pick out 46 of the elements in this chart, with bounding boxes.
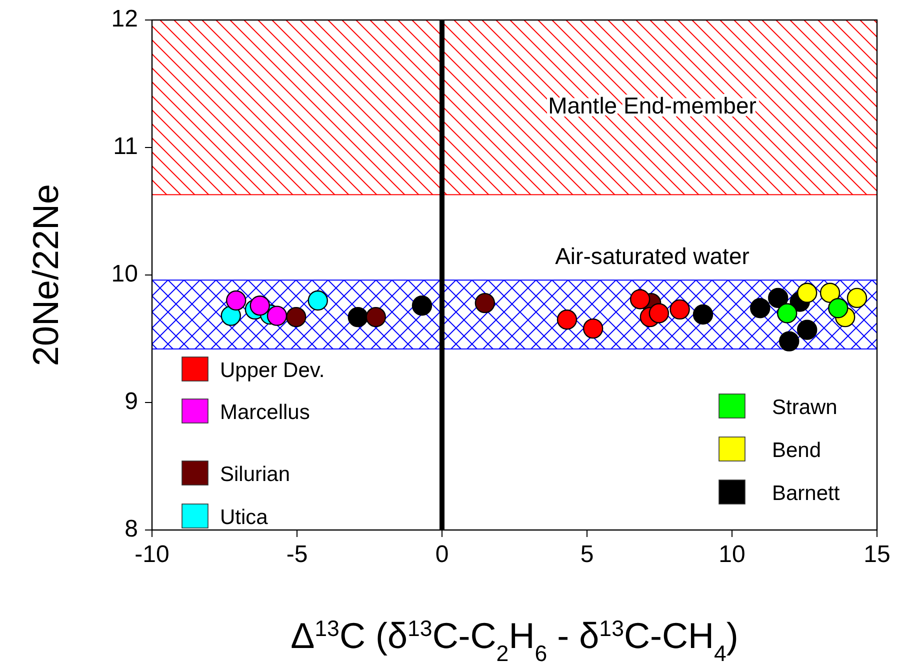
- x-tick-label: 0: [435, 541, 449, 568]
- point: [582, 318, 604, 339]
- legend-label: Silurian: [220, 463, 290, 486]
- point: [220, 306, 241, 326]
- text: Δ$^{13}$C (δ$^{13}$C-C$_{2}$H$_{6}$ - δ$^{13}$C-CH$_{4}$): [290, 615, 738, 666]
- point: [750, 298, 770, 318]
- legend-label: Bend: [772, 439, 822, 462]
- point: [266, 306, 288, 326]
- point: [768, 288, 788, 308]
- point: [779, 331, 800, 352]
- legend-label: Barnett: [772, 482, 840, 505]
- y-tick-label: 10: [111, 260, 138, 288]
- y-tick-label: 9: [124, 388, 138, 415]
- y-axis-title: 20Ne/22Ne: [25, 184, 66, 366]
- band-label: Air-saturated water: [555, 243, 750, 270]
- point: [692, 304, 714, 325]
- x-tick-label: 10: [718, 541, 746, 568]
- point: [846, 288, 868, 308]
- point: [348, 306, 368, 328]
- legend-label: Utica: [220, 506, 268, 529]
- point: [670, 299, 690, 320]
- point: [797, 320, 818, 340]
- point: [412, 296, 432, 316]
- point: [828, 298, 848, 318]
- point: [286, 306, 306, 328]
- y-tick-label: 8: [124, 515, 138, 542]
- legend-label: Marcellus: [220, 401, 310, 424]
- point: [630, 289, 650, 310]
- point: [474, 292, 496, 314]
- point: [308, 290, 328, 311]
- x-tick-label: 5: [580, 541, 594, 568]
- y-tick-label: 12: [111, 5, 138, 32]
- point: [226, 290, 246, 311]
- point: [797, 282, 818, 303]
- point: [820, 282, 840, 303]
- y-tick-label: 11: [113, 132, 138, 160]
- point: [777, 303, 798, 324]
- x-tick-label: -10: [134, 541, 170, 568]
- point: [250, 296, 270, 316]
- point: [366, 306, 386, 328]
- x-tick-label: 15: [864, 541, 890, 568]
- legend-label: Strawn: [772, 396, 838, 419]
- point: [648, 303, 670, 324]
- x-tick-label: -5: [286, 541, 308, 568]
- point: [556, 310, 578, 330]
- legend-label: Upper Dev.: [220, 359, 325, 382]
